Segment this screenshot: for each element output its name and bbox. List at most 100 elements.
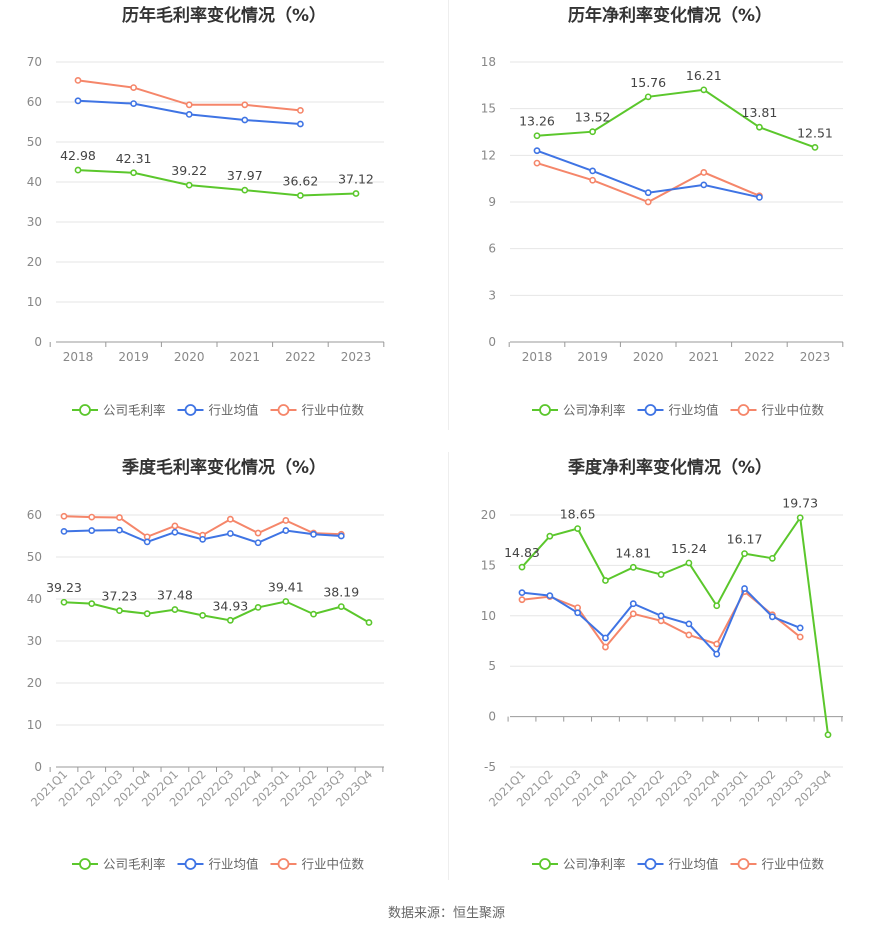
data-point — [171, 528, 179, 536]
data-label: 16.17 — [727, 532, 763, 547]
data-point — [589, 128, 596, 136]
data-point — [241, 101, 249, 109]
y-tick-label: 3 — [488, 288, 496, 302]
legend-item-2: 行业均值 — [177, 403, 259, 418]
data-point — [254, 604, 262, 611]
y-tick-label: 20 — [27, 676, 42, 690]
legend-item-1: 公司净利率 — [532, 403, 626, 418]
y-tick-label: 50 — [27, 135, 42, 149]
y-tick-label: 30 — [27, 634, 42, 648]
y-tick-label: 40 — [27, 175, 42, 189]
x-tick-label: 2020 — [633, 350, 664, 364]
y-tick-label: 10 — [27, 718, 42, 732]
x-tick-label: 2018 — [63, 350, 94, 364]
data-point — [713, 640, 721, 648]
legend-marker — [184, 404, 197, 416]
data-point — [756, 193, 763, 201]
chart-title: 季度毛利率变化情况（%） — [122, 457, 326, 478]
series-line-1 — [77, 169, 357, 197]
y-tick-label: 30 — [27, 215, 42, 229]
data-point — [533, 132, 541, 140]
data-point — [741, 550, 748, 558]
y-tick-label: 5 — [488, 659, 496, 673]
data-point — [282, 527, 290, 534]
data-point — [644, 93, 652, 101]
y-tick-label: 40 — [27, 592, 42, 606]
y-tick-label: 9 — [488, 195, 496, 209]
data-point — [824, 731, 832, 739]
x-tick-label: 2020 — [174, 350, 205, 364]
data-point — [589, 176, 596, 184]
data-label: 37.48 — [157, 588, 193, 603]
legend-item-3: 行业中位数 — [270, 403, 365, 418]
data-point — [88, 513, 96, 521]
data-point — [546, 532, 554, 540]
data-point — [602, 577, 609, 584]
data-point — [74, 97, 82, 105]
data-label: 39.22 — [171, 163, 207, 178]
data-label: 42.98 — [60, 148, 96, 163]
data-point — [533, 147, 541, 155]
legend-label: 行业中位数 — [762, 857, 825, 872]
data-point — [589, 167, 596, 175]
legend-marker — [539, 858, 551, 870]
legend-marker — [79, 858, 91, 870]
y-tick-label: 0 — [34, 760, 42, 774]
legend-item-2: 行业均值 — [177, 857, 259, 872]
chart-panel-3: 季度毛利率变化情况（%）01020304050602021Q12021Q2202… — [27, 457, 384, 872]
legend-label: 行业中位数 — [302, 403, 365, 418]
x-tick-label: 2021 — [689, 350, 720, 364]
y-tick-label: 50 — [27, 550, 42, 564]
data-point — [296, 120, 304, 128]
y-tick-label: 0 — [488, 335, 496, 349]
data-point — [518, 589, 526, 597]
data-point — [796, 624, 804, 632]
data-point — [713, 650, 721, 658]
legend-marker — [277, 404, 290, 416]
data-point — [88, 527, 96, 534]
y-tick-label: 18 — [481, 55, 496, 69]
data-label: 37.12 — [338, 172, 374, 187]
data-point — [296, 192, 304, 199]
data-point — [116, 514, 123, 521]
data-point — [116, 526, 123, 534]
x-tick-label: 2018 — [522, 350, 553, 364]
data-point — [796, 514, 804, 522]
data-point — [352, 190, 360, 197]
y-tick-label: 10 — [27, 295, 42, 309]
legend-item-3: 行业中位数 — [270, 857, 365, 872]
legend-marker — [539, 404, 551, 416]
data-label: 34.93 — [212, 598, 248, 613]
data-point — [574, 609, 582, 617]
legend-label: 行业均值 — [669, 403, 719, 418]
data-point — [644, 198, 652, 206]
y-tick-label: 60 — [27, 95, 42, 109]
data-point — [337, 603, 345, 611]
legend-marker — [737, 858, 750, 870]
data-point — [185, 181, 193, 189]
data-point — [756, 123, 763, 131]
data-point — [116, 607, 123, 615]
data-point — [796, 633, 804, 641]
y-tick-label: 70 — [27, 55, 42, 69]
data-point — [282, 598, 290, 605]
x-tick-label: 2021 — [230, 350, 261, 364]
data-label: 42.31 — [116, 151, 152, 166]
data-label: 13.52 — [575, 110, 611, 125]
x-tick-label: 2023 — [341, 350, 372, 364]
data-point — [685, 620, 693, 628]
data-label: 37.97 — [227, 168, 263, 183]
data-label: 36.62 — [283, 174, 319, 189]
data-point — [713, 602, 721, 610]
chart-title: 历年毛利率变化情况（%） — [122, 5, 326, 26]
data-label: 15.76 — [630, 75, 666, 90]
data-point — [254, 539, 262, 547]
legend-label: 行业均值 — [209, 857, 259, 872]
data-label: 12.51 — [797, 125, 833, 140]
series-line-1 — [536, 88, 816, 149]
data-label: 15.24 — [671, 541, 707, 556]
legend-label: 公司毛利率 — [103, 857, 166, 872]
legend-label: 行业均值 — [669, 857, 719, 872]
chart-title: 历年净利率变化情况（%） — [568, 5, 772, 26]
